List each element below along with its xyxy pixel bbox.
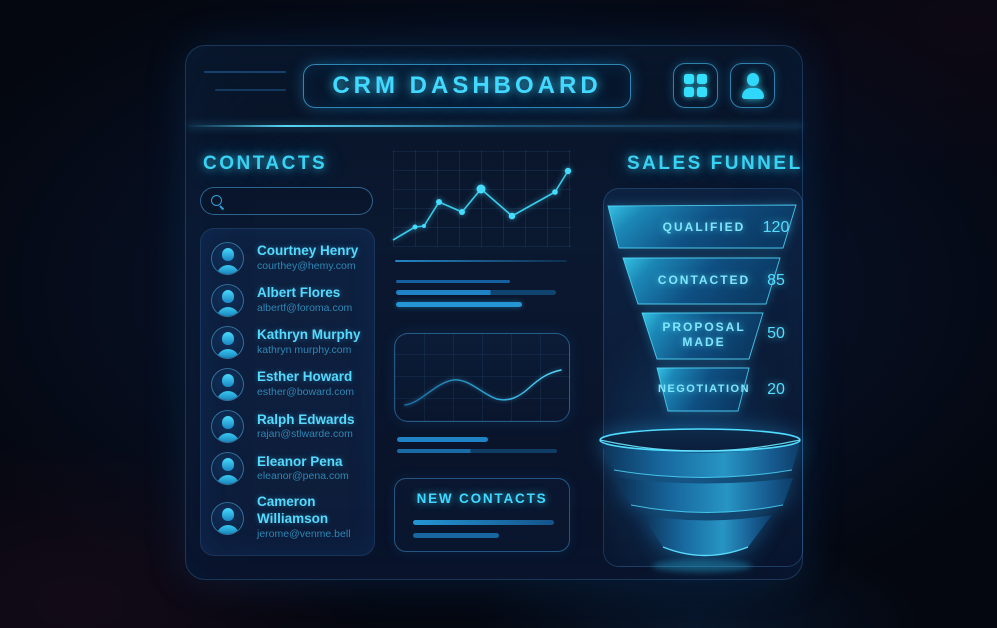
contact-email: rajan@stlwarde.com (257, 428, 353, 441)
funnel-stage-value: 50 (767, 325, 785, 342)
section-divider (395, 260, 567, 262)
contact-row[interactable]: Eleanor Pena eleanor@pena.com (211, 452, 374, 486)
funnel-3d-graphic (599, 428, 801, 572)
contact-row[interactable]: Albert Flores albertf@foroma.com (211, 284, 374, 318)
search-icon (211, 194, 224, 208)
dashboard-panel: CRM DASHBOARD (185, 45, 803, 580)
person-silhouette-icon (211, 326, 244, 360)
funnel-stage-label[interactable]: NEGOTIATION (657, 383, 751, 395)
search-input[interactable] (230, 193, 372, 209)
sales-funnel-heading: SALES FUNNEL (627, 153, 803, 174)
funnel-stage-label[interactable]: QUALIFIED (662, 220, 746, 234)
contact-row[interactable]: Esther Howard esther@boward.com (211, 368, 374, 402)
funnel-stage-shapes (607, 204, 797, 412)
contact-row[interactable]: Kathryn Murphy kathryn murphy.com (211, 326, 374, 360)
funnel-stage-label[interactable]: CONTACTED (657, 273, 751, 287)
user-icon (740, 73, 766, 99)
skeleton-line (413, 533, 499, 538)
contact-name: Eleanor Pena (257, 453, 343, 469)
new-contacts-title: NEW CONTACTS (416, 491, 548, 506)
funnel-stage-value: 85 (767, 272, 785, 289)
contacts-heading: CONTACTS (203, 153, 328, 174)
contact-email: jerome@venme.bell (257, 528, 351, 541)
profile-button[interactable] (730, 63, 775, 108)
funnel-stage-value: 120 (762, 219, 790, 236)
funnel-stage-value: 20 (767, 381, 785, 398)
page-title-label: CRM DASHBOARD (332, 72, 602, 99)
person-silhouette-icon (211, 368, 244, 402)
person-silhouette-icon (211, 501, 244, 535)
header-deco-line (204, 71, 286, 73)
apps-button[interactable] (673, 63, 718, 108)
contact-row[interactable]: Cameron Williamson jerome@venme.bell (211, 494, 374, 541)
skeleton-line (396, 290, 556, 295)
contact-name: Kathryn Murphy (257, 327, 361, 343)
person-silhouette-icon (211, 410, 244, 444)
contact-email: albertf@foroma.com (257, 302, 353, 315)
contact-name: Albert Flores (257, 285, 341, 301)
contact-name: Cameron Williamson (257, 494, 329, 527)
skeleton-line (396, 302, 522, 307)
skeleton-line (397, 437, 488, 442)
skeleton-line (397, 449, 557, 453)
search-box[interactable] (200, 187, 373, 215)
contact-name: Courtney Henry (257, 243, 359, 259)
new-contacts-card[interactable]: NEW CONTACTS (394, 478, 570, 552)
contact-email: esther@boward.com (257, 386, 355, 399)
trend-wave-chart (394, 333, 570, 422)
funnel-stage-label[interactable]: PROPOSAL MADE (662, 320, 746, 349)
contact-email: eleanor@pena.com (257, 470, 349, 483)
person-silhouette-icon (211, 452, 244, 486)
grid-icon (684, 74, 707, 97)
contacts-list: Courtney Henry courthey@hemy.com Albert … (200, 228, 375, 556)
contact-row[interactable]: Courtney Henry courthey@hemy.com (211, 242, 374, 276)
skeleton-line (413, 520, 554, 525)
header-deco-line (215, 89, 286, 91)
contact-email: courthey@hemy.com (257, 260, 356, 273)
page-title: CRM DASHBOARD (303, 64, 631, 108)
person-silhouette-icon (211, 242, 244, 276)
contact-name: Esther Howard (257, 369, 353, 385)
skeleton-line (396, 280, 510, 283)
activity-line-chart (392, 150, 572, 247)
contact-email: kathryn murphy.com (257, 344, 352, 357)
person-silhouette-icon (211, 284, 244, 318)
contact-row[interactable]: Ralph Edwards rajan@stlwarde.com (211, 410, 374, 444)
header-divider (188, 125, 802, 127)
contact-name: Ralph Edwards (257, 411, 355, 427)
